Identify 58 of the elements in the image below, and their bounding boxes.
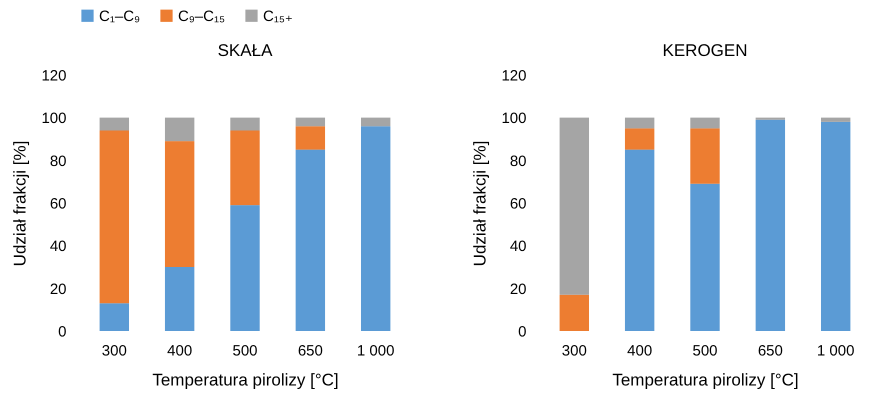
bar — [164, 141, 194, 267]
y-tick-label: 100 — [501, 110, 526, 128]
bar — [360, 118, 390, 126]
bar — [296, 118, 326, 126]
y-tick-label: 0 — [518, 324, 526, 340]
bar — [560, 294, 590, 331]
y-tick-label: 80 — [510, 152, 526, 170]
bar — [624, 118, 654, 128]
bar — [560, 118, 590, 295]
bar — [820, 122, 850, 331]
x-tick-label: 650 — [298, 342, 323, 360]
y-tick-label: 120 — [41, 68, 66, 84]
x-tick-label: 300 — [562, 342, 587, 360]
bar — [100, 118, 130, 130]
y-tick-label: 40 — [510, 238, 526, 256]
y-tick-label: 80 — [50, 152, 66, 170]
x-axis-title: Temperatura pirolizy [°C] — [152, 370, 339, 390]
y-axis-title: Udział frakcji [%] — [470, 140, 490, 266]
bar — [100, 130, 130, 304]
x-tick-label: 1 000 — [816, 342, 854, 360]
y-tick-label: 20 — [50, 280, 66, 298]
x-tick-label: 500 — [232, 342, 258, 360]
y-tick-label: 20 — [510, 280, 526, 298]
bar — [296, 150, 326, 331]
bar — [360, 126, 390, 331]
y-tick-label: 40 — [50, 238, 66, 256]
y-axis-title: Udział frakcji [%] — [10, 140, 30, 266]
y-tick-label: 60 — [510, 196, 526, 212]
bar — [690, 128, 720, 184]
x-tick-label: 650 — [758, 342, 783, 360]
bar — [624, 128, 654, 150]
x-tick-label: 500 — [692, 342, 718, 360]
x-tick-label: 400 — [627, 342, 652, 360]
bar — [164, 267, 194, 331]
bar — [756, 120, 786, 331]
bar — [690, 184, 720, 331]
x-tick-label: 400 — [167, 342, 192, 360]
y-tick-label: 60 — [50, 196, 66, 212]
bar — [230, 205, 260, 331]
bar — [230, 118, 260, 130]
bar — [624, 150, 654, 331]
legend-label: C₁₅₊ — [263, 8, 293, 25]
bar — [296, 126, 326, 150]
y-tick-label: 100 — [41, 110, 66, 128]
x-axis-title: Temperatura pirolizy [°C] — [612, 370, 799, 390]
bar — [690, 118, 720, 128]
y-tick-label: 0 — [58, 324, 66, 340]
bar — [230, 130, 260, 206]
bar — [820, 118, 850, 122]
chart-title: SKAŁA — [218, 41, 274, 60]
legend-label: C₉–C₁₅ — [178, 8, 226, 25]
legend-label: C₁–C₉ — [99, 8, 140, 25]
x-tick-label: 1 000 — [356, 342, 394, 360]
chart-title: KEROGEN — [662, 41, 748, 60]
x-tick-label: 300 — [102, 342, 127, 360]
y-tick-label: 120 — [501, 68, 526, 84]
bar — [100, 303, 130, 331]
bar — [164, 118, 194, 142]
